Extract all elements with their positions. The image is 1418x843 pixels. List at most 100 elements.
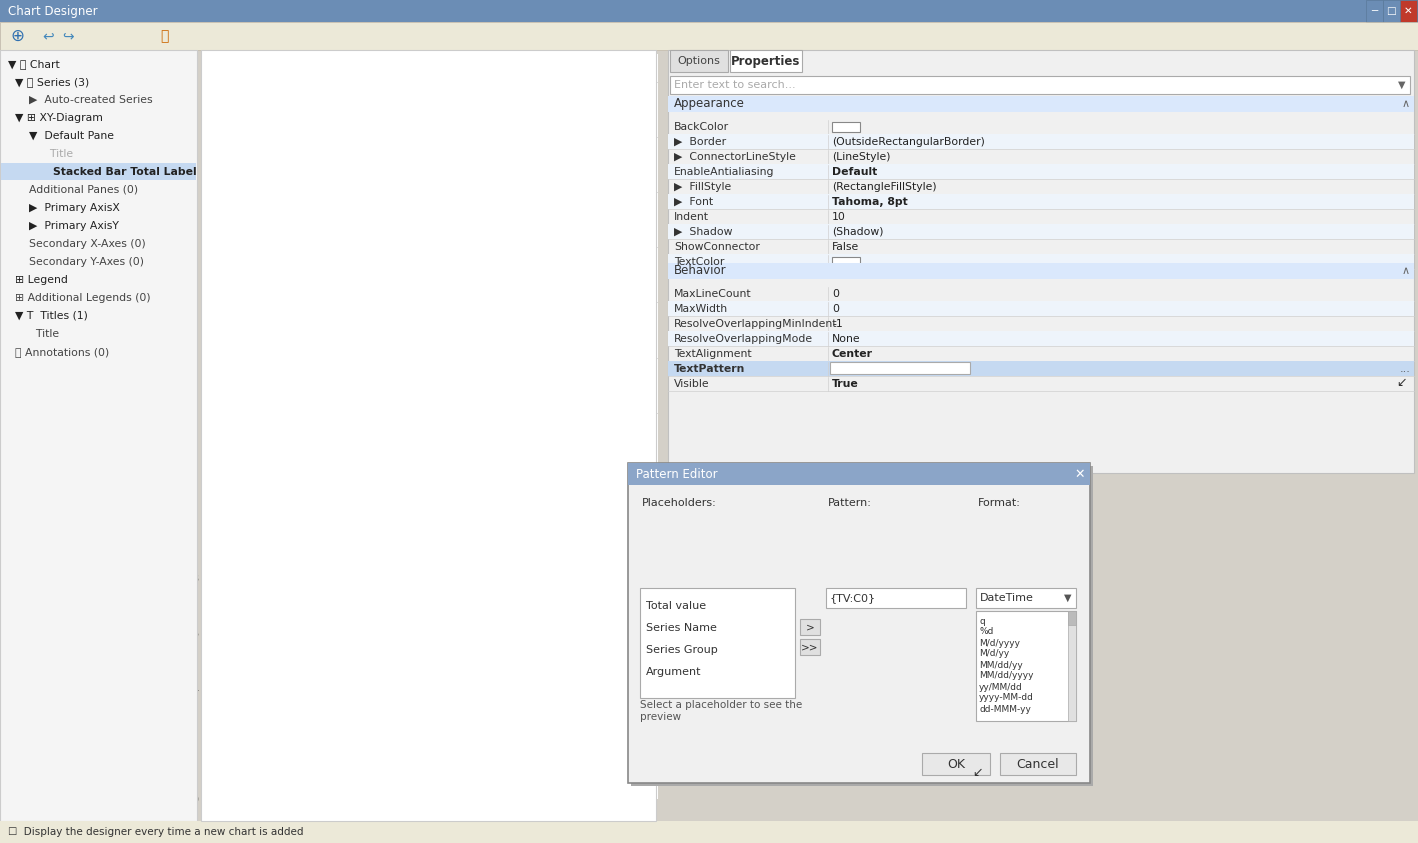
Bar xyxy=(668,134,1414,149)
Bar xyxy=(668,194,1414,209)
Text: Placeholders:: Placeholders: xyxy=(642,498,716,508)
Text: ⊞ Additional Legends (0): ⊞ Additional Legends (0) xyxy=(9,293,150,303)
Bar xyxy=(668,224,1414,239)
Text: ▶  Font: ▶ Font xyxy=(674,197,713,207)
Text: ▼ 📊 Chart: ▼ 📊 Chart xyxy=(9,59,60,69)
Text: Total
11.5: Total 11.5 xyxy=(223,454,245,475)
Bar xyxy=(220,598,250,799)
Text: (OutsideRectangularBorder): (OutsideRectangularBorder) xyxy=(832,137,986,147)
Bar xyxy=(345,247,374,341)
Bar xyxy=(730,50,803,72)
Text: {TV:C0}: {TV:C0} xyxy=(830,593,876,603)
Text: ResolveOverlappingMode: ResolveOverlappingMode xyxy=(674,334,813,344)
Text: Secondary X-Axes (0): Secondary X-Axes (0) xyxy=(9,239,146,249)
Text: Cancel: Cancel xyxy=(1017,758,1059,771)
Bar xyxy=(0,0,1418,22)
Text: ▼  Default Pane: ▼ Default Pane xyxy=(9,131,113,141)
Text: Total
16.6: Total 16.6 xyxy=(437,340,459,362)
Text: ✕: ✕ xyxy=(1404,6,1412,16)
Text: preview: preview xyxy=(640,712,681,722)
Bar xyxy=(201,50,657,821)
Text: >>: >> xyxy=(801,642,818,652)
Bar xyxy=(0,50,197,821)
Bar xyxy=(830,362,970,374)
Bar xyxy=(488,379,516,504)
Bar xyxy=(668,164,1414,179)
Text: Default: Default xyxy=(832,167,878,177)
Bar xyxy=(398,650,427,799)
Text: 10: 10 xyxy=(832,212,847,222)
Text: M/d/yyyy: M/d/yyyy xyxy=(978,638,1020,647)
Text: -1: -1 xyxy=(832,319,842,329)
Text: False: False xyxy=(832,242,859,252)
Text: Total
11.6: Total 11.6 xyxy=(312,89,335,110)
Bar xyxy=(628,463,1090,485)
Bar xyxy=(345,341,374,421)
Bar xyxy=(976,611,1076,721)
Bar xyxy=(220,537,250,598)
Text: BackColor: BackColor xyxy=(674,122,729,132)
Bar xyxy=(434,368,464,465)
Text: ∧: ∧ xyxy=(1402,266,1409,276)
Bar xyxy=(1068,611,1076,625)
Bar xyxy=(523,465,552,550)
Text: OK: OK xyxy=(947,758,966,771)
Bar xyxy=(832,122,859,132)
Text: True: True xyxy=(832,379,859,389)
Bar xyxy=(0,821,1418,843)
Bar xyxy=(668,50,1414,473)
Text: 0: 0 xyxy=(832,289,839,299)
Text: yy/MM/dd: yy/MM/dd xyxy=(978,683,1022,691)
Text: Series Group: Series Group xyxy=(647,645,718,655)
Bar xyxy=(345,421,374,799)
Bar xyxy=(631,466,1093,786)
Text: (LineStyle): (LineStyle) xyxy=(832,152,891,162)
Bar xyxy=(255,479,285,507)
Bar xyxy=(668,96,1414,112)
Bar xyxy=(832,257,859,267)
Text: Title: Title xyxy=(9,149,74,159)
Text: ▶  FillStyle: ▶ FillStyle xyxy=(674,182,732,192)
Text: ResolveOverlappingMinIndent: ResolveOverlappingMinIndent xyxy=(674,319,838,329)
Text: ⊕: ⊕ xyxy=(10,27,24,45)
Bar xyxy=(576,492,605,620)
Bar xyxy=(922,753,990,775)
Bar xyxy=(220,481,250,537)
Text: ☐  Display the designer every time a new chart is added: ☐ Display the designer every time a new … xyxy=(9,827,303,837)
Bar xyxy=(488,504,516,578)
Text: ShowConnector: ShowConnector xyxy=(674,242,760,252)
Text: ↙: ↙ xyxy=(1395,375,1407,389)
Bar xyxy=(827,588,966,608)
Text: DateTime: DateTime xyxy=(980,593,1034,603)
Text: Total
24.7: Total 24.7 xyxy=(258,450,281,472)
Bar xyxy=(576,620,605,799)
Text: ...: ... xyxy=(1400,364,1411,374)
Bar xyxy=(976,588,1076,608)
Text: %d: %d xyxy=(978,627,994,636)
Text: dd-MMM-yy: dd-MMM-yy xyxy=(978,705,1031,713)
Bar xyxy=(640,588,795,698)
Text: Total
12.1: Total 12.1 xyxy=(491,351,513,373)
Text: Tahoma, 8pt: Tahoma, 8pt xyxy=(832,197,908,207)
Bar xyxy=(668,301,1414,316)
Text: Argument: Argument xyxy=(647,667,702,677)
Text: M/d/yy: M/d/yy xyxy=(978,649,1010,658)
Text: ▶  Border: ▶ Border xyxy=(674,137,726,147)
Text: 💬 Annotations (0): 💬 Annotations (0) xyxy=(9,347,109,357)
Text: ─: ─ xyxy=(1371,6,1377,16)
Text: MM/dd/yyyy: MM/dd/yyyy xyxy=(978,672,1034,680)
Text: Additional Panes (0): Additional Panes (0) xyxy=(9,185,138,195)
Text: ⊞ Legend: ⊞ Legend xyxy=(9,275,68,285)
Bar xyxy=(613,479,641,492)
Bar xyxy=(434,465,464,537)
Legend: Series 1, Series 2, Series 3: Series 1, Series 2, Series 3 xyxy=(566,60,652,112)
Text: Enter text to search...: Enter text to search... xyxy=(674,80,795,90)
Text: Options: Options xyxy=(678,56,720,66)
Title: Monthly Sales By Category: Monthly Sales By Category xyxy=(299,28,562,47)
Bar xyxy=(1000,753,1076,775)
Text: TextAlignment: TextAlignment xyxy=(674,349,752,359)
Text: Secondary Y-Axes (0): Secondary Y-Axes (0) xyxy=(9,257,145,267)
Text: 📊: 📊 xyxy=(160,29,169,43)
Text: Total
20.0: Total 20.0 xyxy=(347,218,370,240)
Text: Total
13.0: Total 13.0 xyxy=(526,437,549,459)
